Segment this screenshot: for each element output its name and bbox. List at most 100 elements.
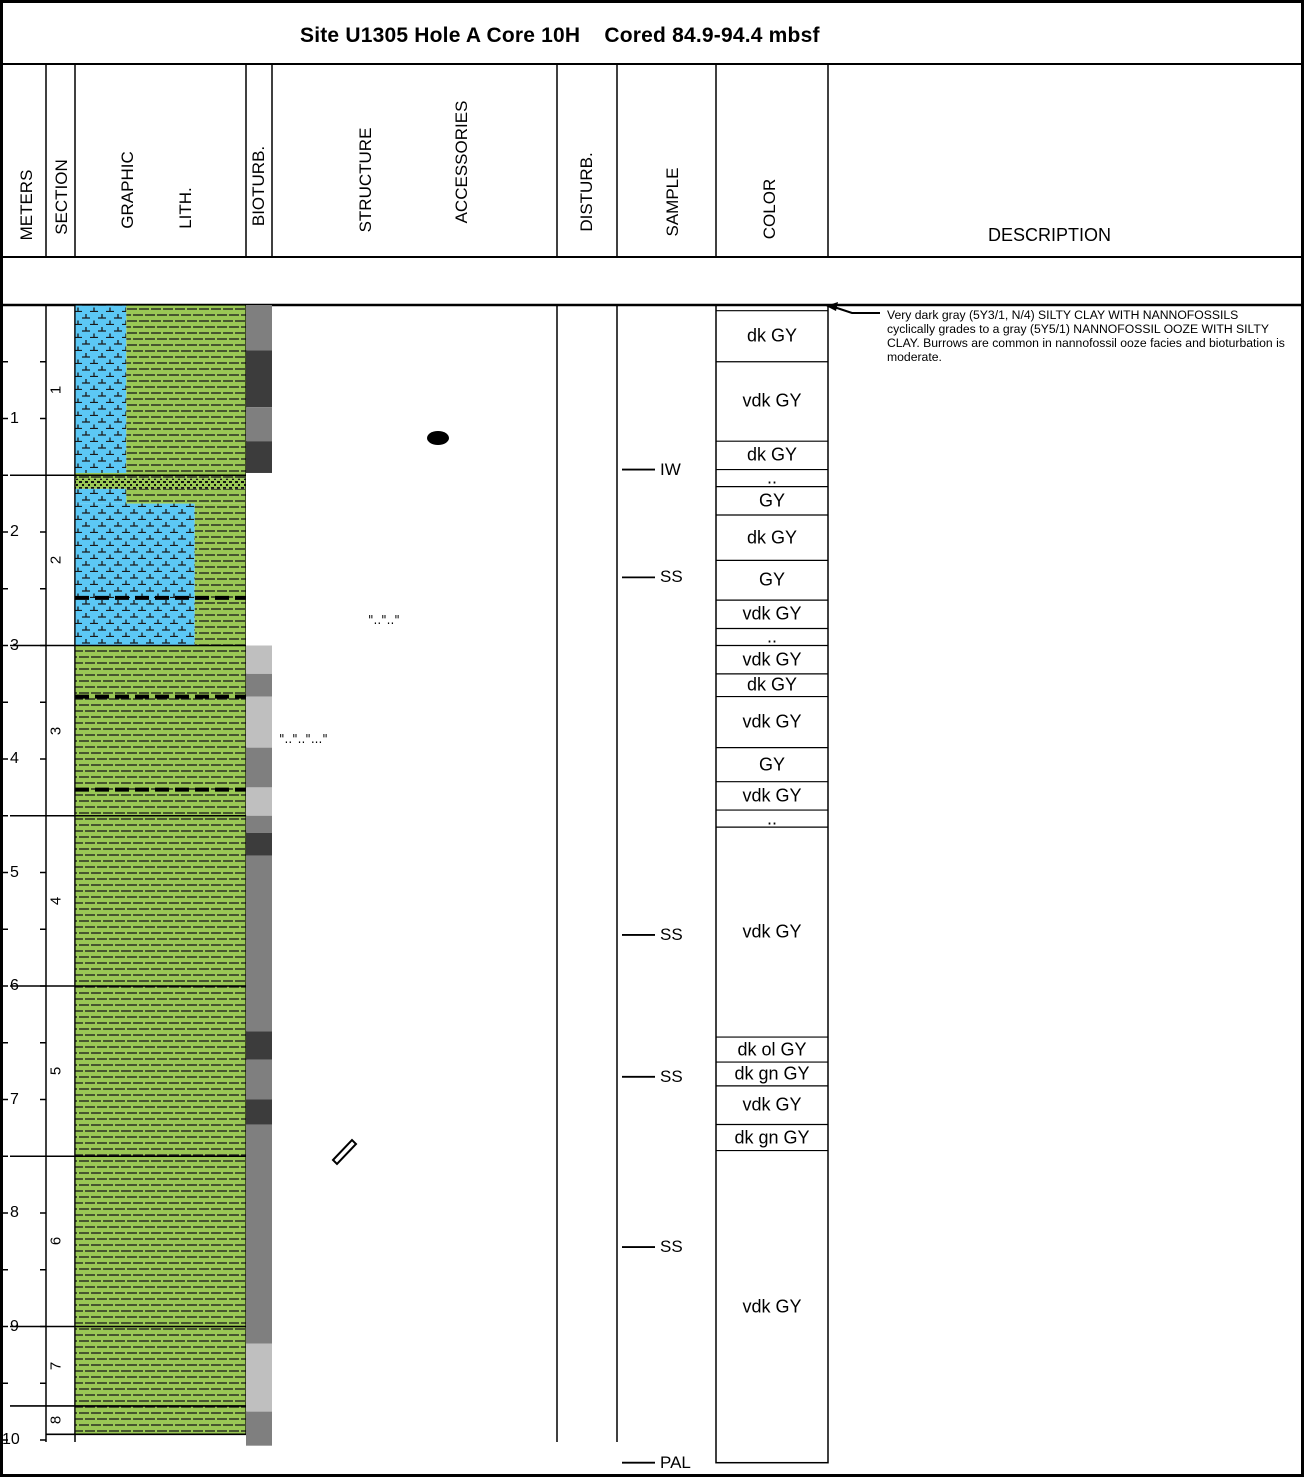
meter-label: 1 bbox=[10, 409, 19, 427]
header-accessories: ACCESSORIES bbox=[452, 100, 471, 224]
color-label: vdk GY bbox=[742, 785, 802, 806]
lith-nannofossil-ooze bbox=[75, 503, 195, 646]
silt-lamina-symbol-icon: "..".." bbox=[368, 613, 400, 627]
header-sample: SAMPLE bbox=[663, 167, 682, 237]
color-label: vdk GY bbox=[742, 1094, 802, 1115]
bioturbation-interval bbox=[246, 472, 272, 646]
lith-silty-clay bbox=[126, 305, 246, 473]
bioturbation-interval bbox=[246, 407, 272, 442]
bioturbation-interval bbox=[246, 305, 272, 351]
shell-fragment-icon bbox=[331, 1138, 358, 1166]
color-label: .. bbox=[766, 808, 777, 829]
bioturbation-interval bbox=[246, 787, 272, 816]
bioturbation-interval bbox=[246, 1411, 272, 1446]
meter-label: 10 bbox=[2, 1431, 20, 1448]
color-label: dk ol GY bbox=[737, 1039, 807, 1060]
bioturbation-interval bbox=[246, 832, 272, 856]
header-disturb: DISTURB. bbox=[577, 152, 596, 232]
header-structure: STRUCTURE bbox=[356, 127, 375, 233]
header-dividers bbox=[45, 64, 829, 257]
color-label: dk GY bbox=[746, 527, 798, 548]
bioturbation-interval bbox=[246, 747, 272, 788]
color-label: dk GY bbox=[746, 674, 798, 695]
bioturbation-interval bbox=[246, 1124, 272, 1344]
meter-label: 2 bbox=[10, 523, 19, 540]
lith-nannofossil-ooze bbox=[75, 488, 127, 504]
section-label: 2 bbox=[47, 556, 65, 565]
section-label: 5 bbox=[47, 1066, 65, 1076]
color-label: GY bbox=[758, 754, 785, 775]
sample-label: SS bbox=[660, 567, 683, 587]
meter-ticks bbox=[2, 361, 46, 1441]
bioturbation-interval bbox=[246, 1059, 272, 1100]
bioturbation-interval bbox=[246, 696, 272, 748]
lith-silty-clay bbox=[75, 645, 246, 1435]
section-label: 3 bbox=[47, 726, 65, 735]
bioturbation-column bbox=[246, 305, 272, 1446]
section-label: 4 bbox=[47, 896, 65, 906]
bioturbation-interval bbox=[246, 350, 272, 408]
bioturbation-interval bbox=[246, 645, 272, 674]
lithology-description: Very dark gray (5Y3/1, N/4) SILTY CLAY W… bbox=[887, 308, 1285, 364]
header-graphic: GRAPHIC bbox=[118, 151, 137, 229]
silt-lamina-symbol-icon: "..".."..." bbox=[279, 732, 328, 746]
header-lith: LITH. bbox=[176, 187, 195, 229]
lith-silty-clay bbox=[126, 488, 246, 504]
meter-label: 4 bbox=[10, 750, 19, 767]
pebble-icon bbox=[427, 431, 449, 445]
color-label: vdk GY bbox=[742, 390, 802, 411]
meter-label: 6 bbox=[10, 977, 19, 994]
color-column-frame bbox=[715, 304, 829, 1464]
color-column-boxes bbox=[715, 304, 829, 1464]
bioturbation-interval bbox=[246, 441, 272, 473]
meter-label: 9 bbox=[10, 1317, 19, 1335]
color-label: GY bbox=[758, 490, 785, 511]
color-label: GY bbox=[758, 569, 785, 590]
color-label: vdk GY bbox=[742, 921, 802, 942]
color-label: dk GY bbox=[746, 325, 798, 346]
color-label: .. bbox=[766, 626, 777, 647]
color-label: .. bbox=[766, 467, 777, 488]
svg-text:".."..": "..".." bbox=[368, 613, 400, 627]
bioturbation-interval bbox=[246, 1031, 272, 1060]
section-boundaries bbox=[10, 474, 246, 1436]
sample-label: SS bbox=[660, 1066, 683, 1086]
page-title: Site U1305 Hole A Core 10H Cored 84.9-94… bbox=[300, 24, 820, 47]
bioturbation-interval bbox=[246, 1343, 272, 1412]
meter-label: 7 bbox=[10, 1090, 19, 1108]
lith-nannofossil-ooze bbox=[75, 305, 127, 473]
bioturbation-interval bbox=[246, 1099, 272, 1125]
header-color: COLOR bbox=[760, 178, 779, 240]
bioturbation-interval bbox=[246, 855, 272, 1032]
bioturbation-interval bbox=[246, 673, 272, 697]
sample-ticks bbox=[622, 468, 655, 1464]
sample-label: IW bbox=[660, 459, 681, 479]
section-label: 8 bbox=[47, 1415, 65, 1425]
svg-text:"..".."...": "..".."..." bbox=[279, 732, 328, 746]
bioturbation-interval bbox=[246, 815, 272, 833]
color-label: vdk GY bbox=[742, 603, 802, 624]
header-section: SECTION bbox=[52, 159, 71, 235]
color-label: vdk GY bbox=[742, 649, 802, 670]
meter-label: 8 bbox=[10, 1204, 19, 1221]
section-label: 6 bbox=[47, 1237, 65, 1246]
section-label: 7 bbox=[47, 1362, 65, 1371]
meter-label: 5 bbox=[10, 863, 19, 881]
sample-label: SS bbox=[660, 1237, 683, 1257]
section-label: 1 bbox=[47, 385, 65, 395]
color-label: vdk GY bbox=[742, 1296, 802, 1317]
header-meters: METERS bbox=[17, 169, 36, 241]
color-label: vdk GY bbox=[742, 711, 802, 732]
color-label: dk gn GY bbox=[734, 1063, 810, 1084]
lith-silty-clay bbox=[194, 503, 246, 646]
graphic-lithology-column bbox=[74, 304, 247, 1435]
header-description: DESCRIPTION bbox=[988, 225, 1112, 245]
color-label: dk GY bbox=[746, 444, 798, 465]
color-label: dk gn GY bbox=[734, 1127, 810, 1148]
header-bioturb: BIOTURB. bbox=[249, 145, 268, 227]
sample-label: SS bbox=[660, 924, 683, 944]
sample-label: PAL bbox=[660, 1452, 691, 1472]
meter-label: 3 bbox=[10, 636, 19, 654]
